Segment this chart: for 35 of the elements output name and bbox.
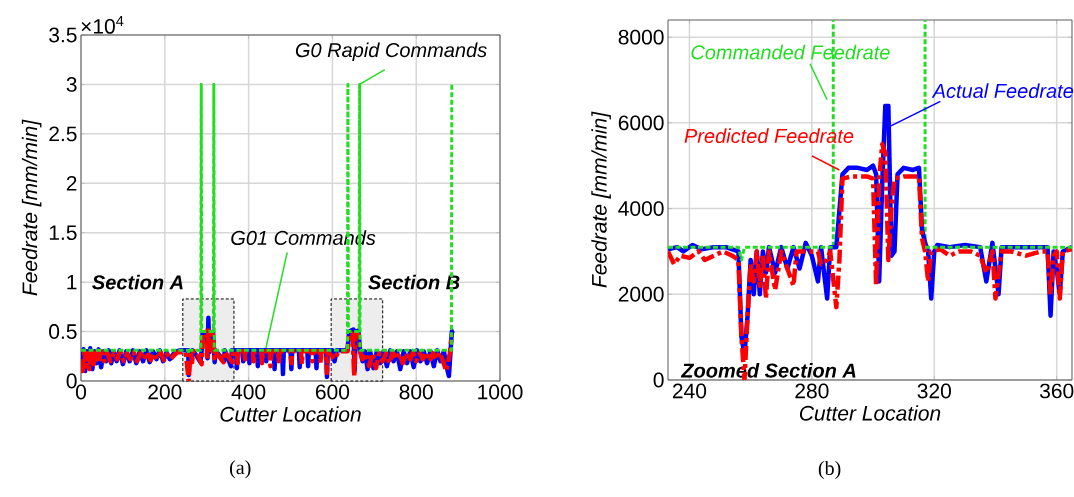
x-tick-label: 200 (148, 384, 182, 400)
y-tick-label: 1 (67, 274, 77, 290)
y-tick-label: 4000 (618, 201, 664, 216)
x-tick-label: 280 (795, 383, 829, 399)
x-tick-label: 320 (917, 383, 951, 399)
y-tick-label: 0 (653, 372, 664, 388)
y-tick-label: 8000 (618, 29, 664, 45)
text: ×10$^{4}$ (81, 15, 124, 34)
y-tick-label: 2000 (618, 286, 664, 302)
y-tick-label: 2.5 (49, 126, 77, 142)
annotation: Zoomed Section A (680, 363, 856, 378)
y-tick-label: 3.5 (49, 27, 77, 43)
series-label: Predicted Feedrate (684, 128, 854, 144)
x-tick-label: 600 (315, 384, 350, 400)
x-tick-label: 240 (672, 383, 707, 399)
x-axis-title: Cutter Location (220, 406, 361, 422)
text: Commanded Feedrate (691, 44, 890, 60)
y-axis-title: Feedrate [mm/min] (21, 119, 42, 296)
annotation: G0 Rapid Commands (295, 42, 487, 62)
y-tick-label: 6000 (618, 115, 664, 131)
text: (b) (818, 460, 841, 480)
y-axis-title: Feedrate [mm/min] (591, 111, 611, 288)
x-tick-label: 800 (399, 384, 433, 400)
y-tick-label: 0 (66, 373, 77, 389)
y-tick-label: 1.5 (49, 225, 77, 241)
y-tick-label: 2 (66, 175, 77, 191)
y-tick-label: 3 (66, 76, 77, 92)
x-tick-label: 360 (1039, 383, 1074, 399)
x-axis-title: Cutter Location (799, 405, 941, 421)
x-tick-label: 1000 (478, 384, 523, 400)
text: (a) (230, 460, 251, 479)
y-tick-label: 0.5 (49, 324, 77, 339)
band-label: Section A (92, 274, 183, 290)
text: Actual Feedrate (931, 83, 1074, 99)
x-tick-label: 400 (231, 384, 266, 400)
